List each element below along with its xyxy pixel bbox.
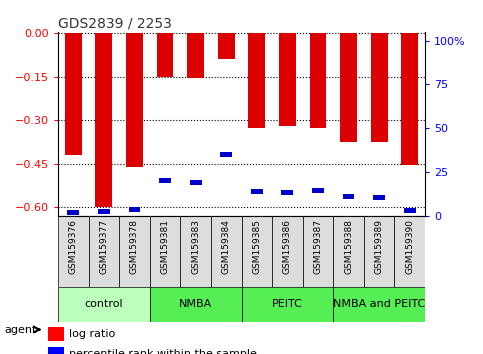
FancyBboxPatch shape (88, 216, 119, 287)
FancyBboxPatch shape (119, 216, 150, 287)
Bar (98, 209, 110, 214)
Bar (248, 33, 265, 127)
Bar (65, 33, 82, 155)
Text: GSM159376: GSM159376 (69, 219, 78, 274)
Bar (96, 33, 112, 207)
FancyBboxPatch shape (242, 287, 333, 322)
Text: PEITC: PEITC (272, 299, 303, 309)
FancyBboxPatch shape (150, 287, 242, 322)
Text: GDS2839 / 2253: GDS2839 / 2253 (58, 17, 172, 31)
Text: control: control (85, 299, 123, 309)
FancyBboxPatch shape (180, 216, 211, 287)
Bar (310, 33, 327, 127)
Bar (67, 210, 79, 215)
Bar (48, 327, 64, 341)
FancyBboxPatch shape (303, 216, 333, 287)
Text: GSM159385: GSM159385 (252, 219, 261, 274)
Bar (371, 33, 387, 142)
FancyBboxPatch shape (333, 216, 364, 287)
FancyBboxPatch shape (211, 216, 242, 287)
Bar (126, 33, 143, 167)
Bar (282, 190, 293, 195)
Text: percentile rank within the sample: percentile rank within the sample (69, 349, 256, 354)
Text: NMBA: NMBA (179, 299, 212, 309)
Bar (159, 178, 171, 183)
FancyBboxPatch shape (150, 216, 180, 287)
Text: GSM159388: GSM159388 (344, 219, 353, 274)
Text: GSM159390: GSM159390 (405, 219, 414, 274)
Bar (218, 33, 235, 59)
Text: GSM159384: GSM159384 (222, 219, 231, 274)
Text: GSM159389: GSM159389 (375, 219, 384, 274)
FancyBboxPatch shape (58, 287, 150, 322)
Text: GSM159383: GSM159383 (191, 219, 200, 274)
Text: GSM159377: GSM159377 (99, 219, 108, 274)
Bar (401, 33, 418, 165)
Bar (128, 207, 141, 212)
Text: GSM159381: GSM159381 (160, 219, 170, 274)
Text: log ratio: log ratio (69, 329, 115, 339)
Text: GSM159378: GSM159378 (130, 219, 139, 274)
Bar (156, 33, 173, 77)
Bar (48, 347, 64, 354)
Bar (187, 33, 204, 78)
Bar (220, 152, 232, 157)
FancyBboxPatch shape (333, 287, 425, 322)
Bar (342, 194, 355, 199)
FancyBboxPatch shape (364, 216, 395, 287)
Text: GSM159387: GSM159387 (313, 219, 323, 274)
Bar (340, 33, 357, 142)
Bar (279, 33, 296, 126)
FancyBboxPatch shape (58, 216, 88, 287)
Bar (251, 189, 263, 194)
FancyBboxPatch shape (242, 216, 272, 287)
FancyBboxPatch shape (272, 216, 303, 287)
Text: GSM159386: GSM159386 (283, 219, 292, 274)
Bar (373, 195, 385, 200)
Text: agent: agent (5, 325, 37, 335)
Text: NMBA and PEITC: NMBA and PEITC (333, 299, 425, 309)
Bar (312, 188, 324, 193)
FancyBboxPatch shape (395, 216, 425, 287)
Bar (404, 208, 416, 213)
Bar (190, 180, 201, 185)
